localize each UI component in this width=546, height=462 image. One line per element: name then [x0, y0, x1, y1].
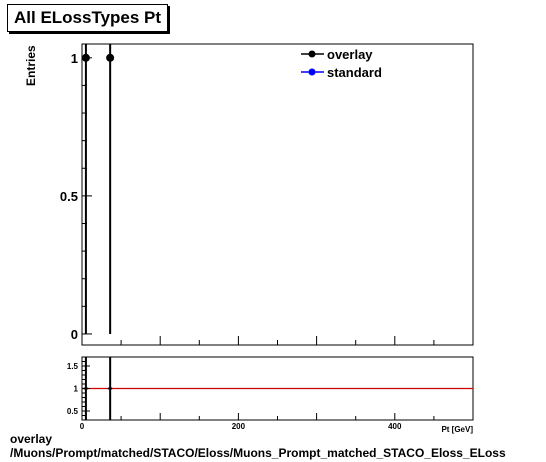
- main-data-point: [81, 53, 90, 62]
- main-data-marks: [81, 44, 115, 334]
- ratio-y-tick-label: 1: [74, 385, 79, 394]
- ratio-data-point: [108, 387, 113, 390]
- x-axis-label: Pt [GeV]: [441, 425, 473, 434]
- ratio-y-tick-label: 1.5: [67, 362, 79, 371]
- legend-overlay-label: overlay: [327, 47, 373, 62]
- main-y-ticks: 00.51: [60, 51, 92, 342]
- ratio-x-tick-label: 0: [80, 422, 85, 431]
- legend: overlay standard: [301, 47, 382, 80]
- ratio-x-ticks: 0 200 400: [80, 413, 474, 431]
- main-data-point: [106, 53, 115, 62]
- ratio-x-tick-label: 200: [232, 422, 246, 431]
- main-y-tick-label: 1: [71, 51, 78, 66]
- main-plot-frame: [81, 43, 474, 346]
- main-y-tick-label: 0.5: [60, 189, 78, 204]
- footer-line-2: /Muons/Prompt/matched/STACO/Eloss/Muons_…: [10, 446, 506, 460]
- legend-standard-marker: [308, 68, 316, 76]
- chart-title: All ELossTypes Pt: [7, 4, 169, 32]
- ratio-data-marks: [83, 357, 113, 420]
- legend-overlay-marker: [308, 50, 316, 58]
- main-y-tick-label: 0: [71, 327, 78, 342]
- ratio-x-tick-label: 400: [388, 422, 402, 431]
- footer-line-1: overlay: [10, 432, 53, 446]
- main-x-ticks: [81, 336, 474, 345]
- ratio-data-point: [83, 387, 88, 390]
- ratio-y-tick-label: 0.5: [67, 407, 79, 416]
- legend-standard-label: standard: [327, 65, 382, 80]
